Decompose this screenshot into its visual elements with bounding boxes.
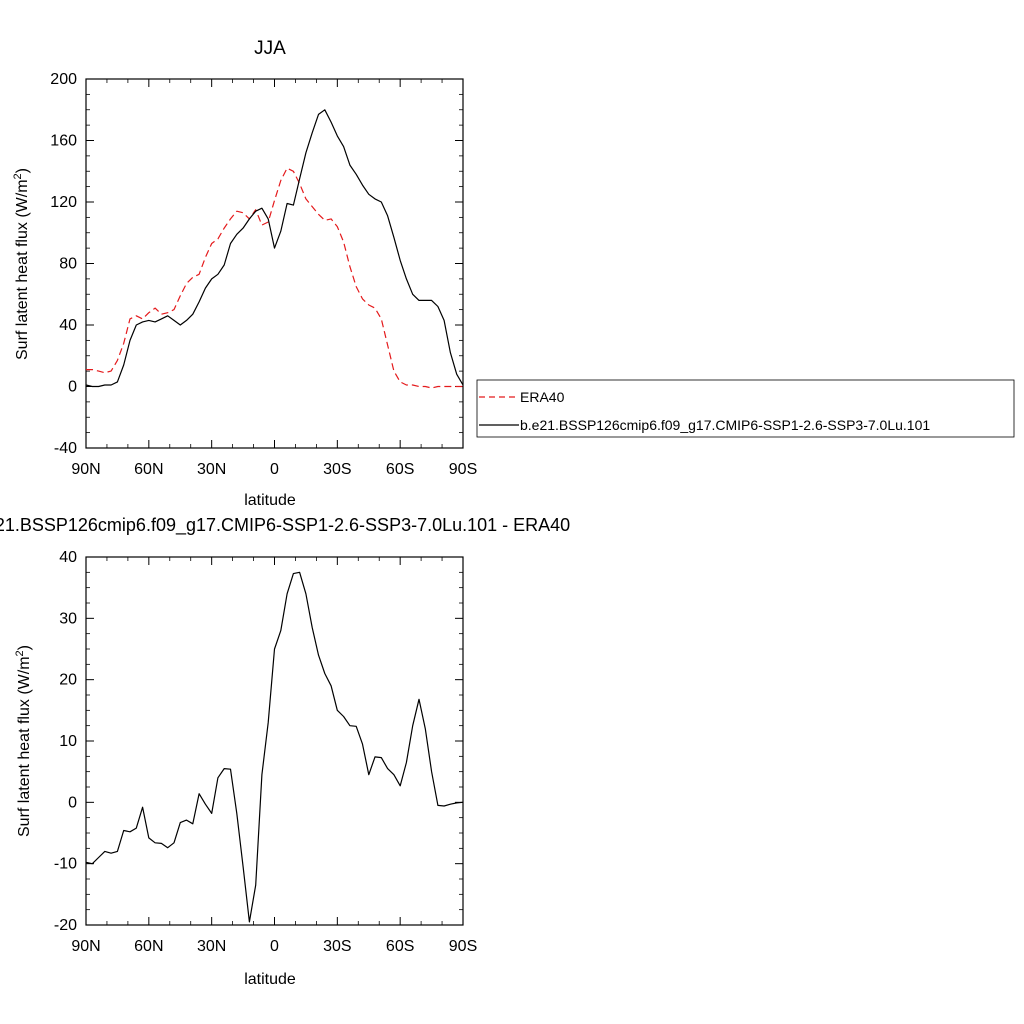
top-x-tick-label: 60S (386, 461, 414, 478)
bottom-y-axis-label-text: Surf latent heat flux (W/m (16, 656, 33, 837)
top-axis-ticks: 90N 60N 30N 0 30S 60S 90S -40 0 40 80 120 160 200 (50, 71, 477, 478)
bottom-y-axis-label-sup: 2 (14, 650, 26, 656)
bottom-x-tick-label: 90S (449, 938, 477, 955)
top-chart-title: JJA (254, 38, 286, 59)
top-y-tick-label: 80 (59, 256, 77, 273)
top-x-tick-label: 90S (449, 461, 477, 478)
bottom-y-tick-label: -10 (54, 856, 77, 873)
top-series-line-model (85, 109, 464, 388)
bottom-y-axis-label: Surf latent heat flux (W/m2) (14, 645, 33, 837)
top-panel: JJA 90N 60N 30N 0 30S 60S 90S -40 0 40 80 120 160 200… (12, 38, 1015, 509)
top-y-axis-label: Surf latent heat flux (W/m2) (12, 168, 31, 360)
top-x-tick-label: 30S (323, 461, 351, 478)
bottom-y-tick-label: 40 (59, 549, 77, 566)
legend: ERA40 b.e21.BSSP126cmip6.f09_g17.CMIP6-S… (476, 379, 1015, 438)
bottom-panel: b.e21.BSSP126cmip6.f09_g17.CMIP6-SSP1-2.… (0, 515, 570, 988)
bottom-x-tick-label: 60N (134, 938, 163, 955)
top-y-axis-label-text: Surf latent heat flux (W/m (14, 179, 31, 360)
bottom-series-group (85, 571, 464, 923)
bottom-series-line-model (85, 571, 464, 923)
legend-label-era40: ERA40 (520, 389, 565, 405)
legend-label-model: b.e21.BSSP126cmip6.f09_g17.CMIP6-SSP1-2.… (520, 417, 930, 433)
bottom-x-tick-label: 30S (323, 938, 351, 955)
top-y-axis-label-sup: 2 (12, 173, 24, 179)
bottom-y-tick-label: 0 (68, 794, 77, 811)
top-x-tick-label: 60N (134, 461, 163, 478)
bottom-y-tick-label: 20 (59, 672, 77, 689)
top-plot-frame (85, 78, 464, 449)
top-y-axis-label-close: ) (14, 168, 31, 173)
top-x-tick-label: 0 (270, 461, 279, 478)
top-y-tick-label: 200 (50, 71, 77, 88)
bottom-x-tick-label: 0 (270, 938, 279, 955)
top-y-tick-label: 0 (68, 379, 77, 396)
bottom-axis-ticks: 90N 60N 30N 0 30S 60S 90S -20 -10 0 10 20 30 40 (54, 549, 477, 955)
bottom-x-axis-label: latitude (244, 971, 296, 988)
legend-box (476, 379, 1015, 438)
bottom-y-axis-label-close: ) (16, 645, 33, 650)
bottom-plot-frame (85, 556, 464, 926)
top-series-group (85, 109, 464, 389)
bottom-x-tick-label: 60S (386, 938, 414, 955)
top-series-line-era40 (86, 167, 463, 389)
top-x-tick-label: 90N (71, 461, 100, 478)
bottom-y-tick-label: -20 (54, 917, 77, 934)
top-y-tick-label: 40 (59, 317, 77, 334)
bottom-x-tick-label: 30N (197, 938, 226, 955)
top-y-tick-label: 120 (50, 194, 77, 211)
bottom-y-tick-label: 10 (59, 733, 77, 750)
top-x-axis-label: latitude (244, 492, 296, 509)
top-x-tick-label: 30N (197, 461, 226, 478)
bottom-y-tick-label: 30 (59, 610, 77, 627)
bottom-chart-title: b.e21.BSSP126cmip6.f09_g17.CMIP6-SSP1-2.… (0, 515, 570, 536)
top-y-tick-label: 160 (50, 133, 77, 150)
top-y-tick-label: -40 (54, 440, 77, 457)
bottom-x-tick-label: 90N (71, 938, 100, 955)
